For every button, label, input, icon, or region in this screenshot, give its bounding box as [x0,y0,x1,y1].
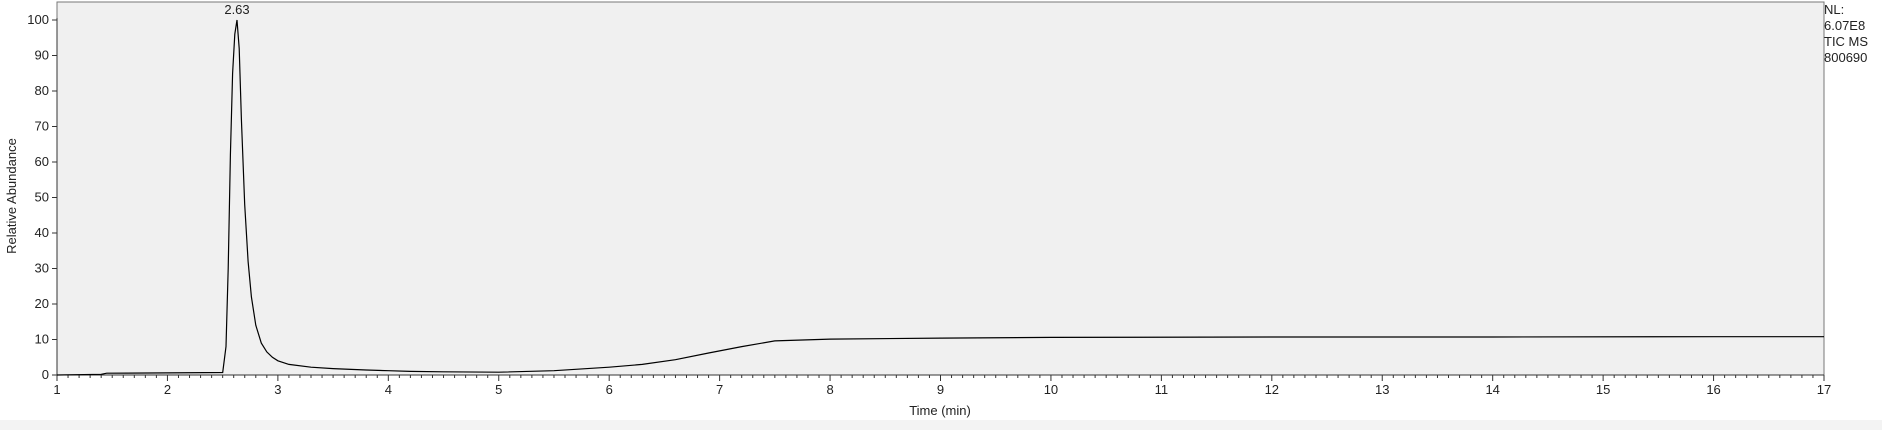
x-tick-label: 5 [495,382,502,397]
x-tick-label: 3 [274,382,281,397]
x-tick-label: 17 [1817,382,1831,397]
x-tick-label: 16 [1706,382,1720,397]
peak-label: 2.63 [224,2,249,17]
x-tick-label: 6 [606,382,613,397]
info-line: 800690 [1824,50,1868,65]
x-axis: 1 2 3 4 5 6 7 8 9 10 11 12 13 14 15 16 17 [53,374,1831,397]
x-tick-label: 15 [1596,382,1610,397]
x-tick-label: 13 [1375,382,1389,397]
x-tick-label: 8 [826,382,833,397]
y-tick-label: 60 [35,154,49,169]
y-tick-label: 10 [35,332,49,347]
footer-strip [0,420,1882,430]
x-axis-label: Time (min) [909,403,971,418]
x-tick-label: 4 [385,382,392,397]
x-tick-label: 14 [1485,382,1499,397]
x-tick-label: 10 [1044,382,1058,397]
y-tick-label: 70 [35,119,49,134]
info-line: TIC MS [1824,34,1869,49]
plot-area [56,1,1825,376]
x-tick-label: 7 [716,382,723,397]
y-axis-label: Relative Abundance [4,138,19,254]
info-line: 6.07E8 [1824,18,1866,33]
y-tick-label: 20 [35,296,49,311]
y-tick-label: 0 [42,367,49,382]
y-tick-label: 100 [27,12,49,27]
x-tick-label: 11 [1155,382,1169,397]
x-tick-label: 1 [53,382,60,397]
series-line [56,19,1824,376]
info-box: NL: 6.07E8 TIC MS 800690 [1824,2,1882,66]
y-tick-label: 30 [35,261,49,276]
y-tick-label: 80 [35,83,49,98]
y-tick-label: 90 [35,48,49,63]
y-tick-label: 50 [35,190,49,205]
x-tick-label: 2 [164,382,171,397]
y-axis: 0 10 20 30 40 50 60 70 80 90 100 [27,12,58,382]
x-tick-label: 9 [937,382,944,397]
y-tick-label: 40 [35,225,49,240]
info-line: NL: [1824,2,1845,17]
x-tick-label: 12 [1265,382,1279,397]
